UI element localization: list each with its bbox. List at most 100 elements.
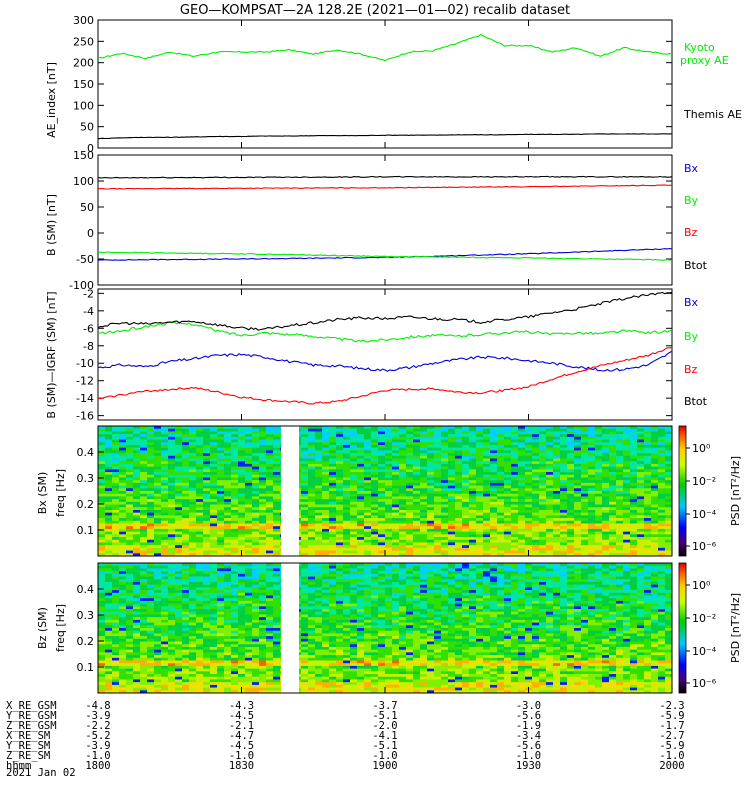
spectrogram-cell xyxy=(210,592,218,596)
spectrogram-cell xyxy=(203,461,211,465)
spectrogram-cell xyxy=(546,480,554,484)
spectrogram-cell xyxy=(651,499,659,503)
spectrogram-cell xyxy=(140,434,148,438)
spectrogram-cell xyxy=(385,439,393,443)
spectrogram-cell xyxy=(217,504,225,508)
spectrogram-cell xyxy=(364,453,372,457)
spectrogram-cell xyxy=(350,507,358,511)
spectrogram-cell xyxy=(406,528,414,532)
spectrogram-cell xyxy=(203,474,211,478)
spectrogram-cell xyxy=(210,426,218,430)
spectrogram-cell xyxy=(98,649,106,653)
spectrogram-cell xyxy=(308,463,316,467)
spectrogram-cell xyxy=(259,509,267,513)
spectrogram-cell xyxy=(189,458,197,462)
spectrogram-cell xyxy=(112,472,120,476)
spectrogram-cell xyxy=(497,539,505,543)
spectrogram-cell xyxy=(126,609,134,613)
spectrogram-cell xyxy=(588,499,596,503)
spectrogram-cell xyxy=(357,509,365,513)
spectrogram-cell xyxy=(623,523,631,527)
spectrogram-cell xyxy=(140,606,148,610)
spectrogram-cell xyxy=(637,518,645,522)
spectrogram-cell xyxy=(518,474,526,478)
spectrogram-cell xyxy=(532,455,540,459)
spectrogram-cell xyxy=(518,501,526,505)
spectrogram-cell xyxy=(455,518,463,522)
spectrogram-cell xyxy=(532,512,540,516)
spectrogram-cell xyxy=(630,547,638,551)
spectrogram-cell xyxy=(574,545,582,549)
spectrogram-cell xyxy=(245,450,253,454)
spectrogram-cell xyxy=(105,571,113,575)
chart-title: GEO—KOMPSAT—2A 128.2E (2021—01—02) recal… xyxy=(180,3,570,18)
spectrogram-cell xyxy=(588,426,596,430)
spectrogram-cell xyxy=(224,614,232,618)
spectrogram-cell xyxy=(602,461,610,465)
spectrogram-cell xyxy=(364,436,372,440)
spectrogram-cell xyxy=(259,461,267,465)
spectrogram-cell xyxy=(497,553,505,557)
spectrogram-cell xyxy=(203,592,211,596)
spectrogram-cell xyxy=(133,584,141,588)
spectrogram-cell xyxy=(469,534,477,538)
spectrogram-cell xyxy=(511,491,519,495)
spectrogram-cell xyxy=(434,474,442,478)
spectrogram-cell xyxy=(182,504,190,508)
spectrogram-cell xyxy=(182,518,190,522)
spectrogram-cell xyxy=(112,571,120,575)
spectrogram-cell xyxy=(567,480,575,484)
spectrogram-cell xyxy=(469,469,477,473)
spectrogram-cell xyxy=(161,534,169,538)
spectrogram-cell xyxy=(119,431,127,435)
spectrogram-cell xyxy=(497,426,505,430)
spectrogram-cell xyxy=(434,528,442,532)
spectrogram-cell xyxy=(532,499,540,503)
spectrogram-cell xyxy=(168,619,176,623)
spectrogram-cell xyxy=(399,520,407,524)
spectrogram-cell xyxy=(413,461,421,465)
spectrogram-cell xyxy=(630,512,638,516)
spectrogram-cell xyxy=(126,509,134,513)
spectrogram-cell xyxy=(112,598,120,602)
spectrogram-cell xyxy=(665,453,673,457)
spectrogram-cell xyxy=(616,504,624,508)
spectrogram-cell xyxy=(637,477,645,481)
spectrogram-cell xyxy=(392,466,400,470)
spectrogram-cell xyxy=(504,485,512,489)
spectrogram-cell xyxy=(140,504,148,508)
spectrogram-cell xyxy=(483,528,491,532)
spectrogram-cell xyxy=(140,579,148,583)
spectrogram-cell xyxy=(168,598,176,602)
spectrogram-cell xyxy=(532,501,540,505)
spectrogram-cell xyxy=(567,518,575,522)
spectrogram-cell xyxy=(217,581,225,585)
spectrogram-cell xyxy=(616,466,624,470)
spectrogram-cell xyxy=(364,472,372,476)
spectrogram-cell xyxy=(98,553,106,557)
spectrogram-cell xyxy=(378,442,386,446)
spectrogram-cell xyxy=(98,679,106,683)
spectrogram-cell xyxy=(364,431,372,435)
spectrogram-cell xyxy=(490,528,498,532)
spectrogram-cell xyxy=(217,550,225,554)
spectrogram-cell xyxy=(637,463,645,467)
spectrogram-cell xyxy=(196,442,204,446)
spectrogram-cell xyxy=(245,496,253,500)
spectrogram-cell xyxy=(126,469,134,473)
spectrogram-cell xyxy=(434,458,442,462)
spectrogram-cell xyxy=(651,550,659,554)
spectrogram-cell xyxy=(126,482,134,486)
spectrogram-cell xyxy=(189,636,197,640)
spectrogram-cell xyxy=(112,625,120,629)
spectrogram-cell xyxy=(518,447,526,451)
spectrogram-cell xyxy=(399,466,407,470)
spectrogram-cell xyxy=(203,679,211,683)
spectrogram-cell xyxy=(119,491,127,495)
spectrogram-cell xyxy=(210,622,218,626)
spectrogram-cell xyxy=(371,474,379,478)
spectrogram-cell xyxy=(371,431,379,435)
spectrogram-cell xyxy=(112,550,120,554)
spectrogram-cell xyxy=(483,545,491,549)
spectrogram-cell xyxy=(448,485,456,489)
